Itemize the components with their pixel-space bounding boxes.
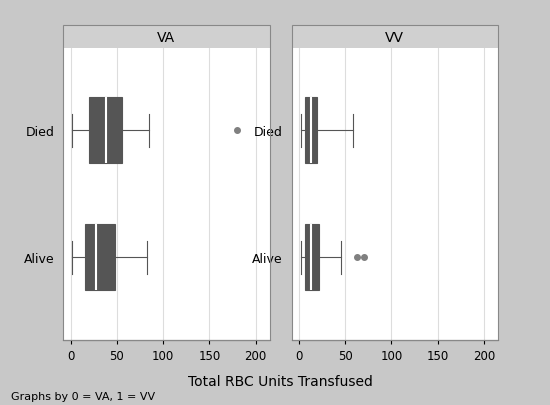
PathPatch shape	[305, 225, 319, 291]
Text: VV: VV	[385, 30, 404, 45]
PathPatch shape	[305, 98, 317, 164]
PathPatch shape	[85, 225, 115, 291]
Text: VA: VA	[157, 30, 175, 45]
Text: Graphs by 0 = VA, 1 = VV: Graphs by 0 = VA, 1 = VV	[11, 391, 155, 401]
PathPatch shape	[89, 98, 122, 164]
Text: Total RBC Units Transfused: Total RBC Units Transfused	[188, 374, 373, 388]
